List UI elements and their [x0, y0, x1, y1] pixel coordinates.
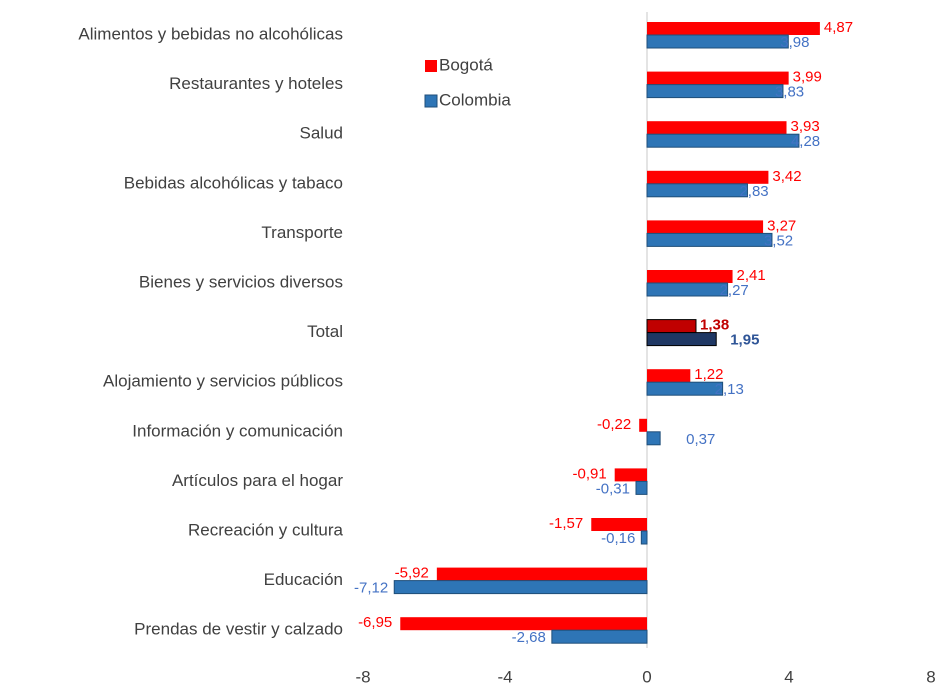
- category-label: Salud: [300, 124, 343, 143]
- x-tick-label: 4: [784, 667, 793, 686]
- bar: [646, 34, 789, 49]
- value-label: 3,83: [775, 84, 804, 101]
- bar: [647, 121, 787, 135]
- bar: [640, 530, 648, 545]
- value-label: 3,93: [791, 118, 820, 135]
- bar: [400, 617, 647, 631]
- value-label: 1,95: [730, 332, 759, 349]
- value-label: 2,13: [715, 381, 744, 398]
- bar: [646, 133, 800, 148]
- legend-label: Bogotá: [439, 55, 493, 74]
- bar: [647, 170, 769, 184]
- bar: [551, 629, 648, 644]
- bar: [635, 480, 648, 495]
- bar: [647, 22, 820, 35]
- bar: [647, 71, 789, 85]
- category-label: Información y comunicación: [132, 421, 343, 440]
- bar: [646, 84, 784, 99]
- value-label: 2,27: [720, 282, 749, 299]
- value-label: 3,98: [780, 34, 809, 51]
- category-label: Restaurantes y hoteles: [169, 74, 343, 93]
- value-label: 4,28: [791, 133, 820, 150]
- bar: [393, 580, 648, 595]
- value-label: -0,22: [597, 416, 631, 433]
- value-label: 1,38: [700, 317, 729, 334]
- value-label: -2,68: [512, 629, 546, 646]
- value-label: 2,83: [739, 183, 768, 200]
- bar: [647, 270, 733, 283]
- bar: [436, 567, 647, 581]
- value-label: 4,87: [824, 19, 853, 36]
- bar: [647, 369, 691, 383]
- legend-swatch: [425, 60, 437, 72]
- bar: [646, 381, 724, 396]
- bar: [591, 518, 647, 531]
- value-label: -0,91: [572, 465, 606, 482]
- bar: [646, 332, 717, 347]
- category-label: Alimentos y bebidas no alcohólicas: [78, 24, 343, 43]
- category-label: Recreación y cultura: [188, 520, 344, 539]
- value-label: -6,95: [358, 614, 392, 631]
- value-label: 1,22: [694, 366, 723, 383]
- value-label: -0,16: [601, 530, 635, 547]
- category-label: Alojamiento y servicios públicos: [103, 372, 343, 391]
- value-label: 0,37: [686, 431, 715, 448]
- category-label: Bebidas alcohólicas y tabaco: [124, 173, 343, 192]
- bar: [614, 468, 647, 482]
- value-label: 3,27: [767, 217, 796, 234]
- bar: [646, 431, 661, 446]
- value-label: 3,52: [764, 232, 793, 249]
- category-label: Artículos para el hogar: [172, 471, 343, 490]
- legend-label: Colombia: [439, 90, 511, 109]
- value-label: 3,99: [793, 69, 822, 86]
- category-label: Total: [307, 322, 343, 341]
- x-tick-label: 0: [642, 667, 651, 686]
- bar: [646, 319, 697, 334]
- legend-swatch: [424, 94, 438, 108]
- bar: [639, 418, 647, 432]
- value-label: -5,92: [395, 565, 429, 582]
- value-label: 2,41: [737, 267, 766, 284]
- bar: [647, 220, 764, 234]
- bar: [646, 232, 773, 247]
- bar: [646, 282, 729, 297]
- category-label: Prendas de vestir y calzado: [134, 620, 343, 639]
- bar: [646, 183, 748, 198]
- value-label: -1,57: [549, 515, 583, 532]
- category-label: Transporte: [261, 223, 343, 242]
- category-label: Educación: [264, 570, 343, 589]
- category-label: Bienes y servicios diversos: [139, 272, 343, 291]
- value-label: -0,31: [596, 480, 630, 497]
- x-tick-label: -4: [497, 667, 512, 686]
- x-tick-label: 8: [926, 667, 935, 686]
- value-label: -7,12: [354, 580, 388, 597]
- value-label: 3,42: [772, 168, 801, 185]
- x-tick-label: -8: [355, 667, 370, 686]
